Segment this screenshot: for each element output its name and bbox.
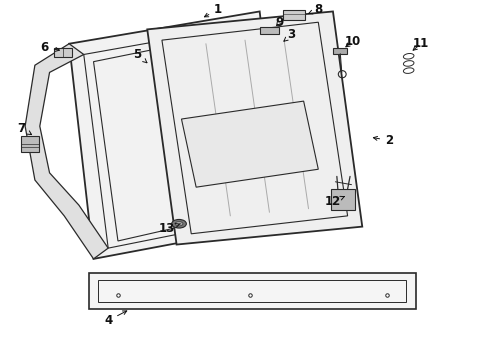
Text: 12: 12 [325,195,344,208]
Polygon shape [69,12,284,259]
FancyBboxPatch shape [21,136,39,152]
Text: 13: 13 [159,222,180,235]
FancyBboxPatch shape [54,48,72,57]
Text: 8: 8 [309,3,322,16]
Text: 4: 4 [104,311,127,327]
Polygon shape [89,273,416,309]
Text: 11: 11 [413,37,429,50]
FancyBboxPatch shape [331,189,355,211]
FancyBboxPatch shape [283,10,305,20]
Ellipse shape [175,222,183,226]
Text: 5: 5 [133,48,147,63]
Ellipse shape [172,220,186,228]
Text: 7: 7 [17,122,31,135]
Text: 1: 1 [204,3,222,17]
Polygon shape [181,101,318,187]
FancyBboxPatch shape [333,48,346,54]
Text: 2: 2 [373,134,393,147]
FancyBboxPatch shape [260,27,279,34]
Text: 10: 10 [344,35,361,49]
Text: 3: 3 [284,28,295,41]
Text: 9: 9 [275,16,283,29]
Polygon shape [25,44,108,259]
Text: 6: 6 [41,41,59,54]
Polygon shape [147,12,362,244]
